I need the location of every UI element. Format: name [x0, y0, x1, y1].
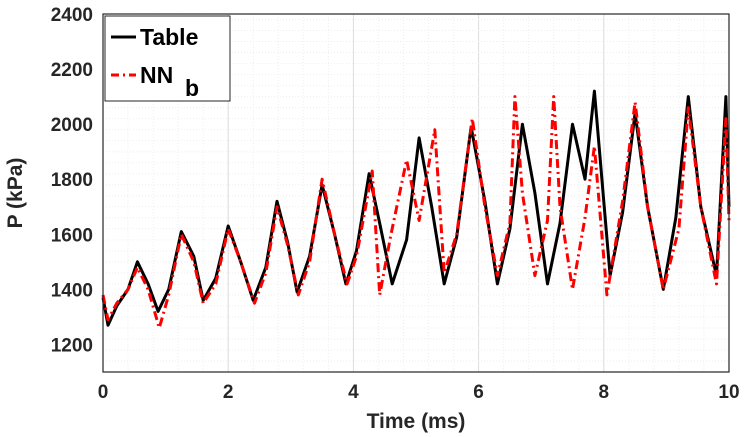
x-tick-labels: 0 2 4 6 8 10: [98, 382, 740, 403]
x-tick-label: 4: [348, 382, 359, 403]
x-tick-label: 0: [98, 382, 109, 403]
x-tick-label: 2: [223, 382, 234, 403]
y-tick-label: 1800: [51, 170, 93, 191]
y-tick-label: 1400: [51, 280, 93, 301]
y-tick-label: 1200: [51, 335, 93, 356]
x-tick-label: 10: [718, 382, 739, 403]
x-tick-label: 8: [599, 382, 610, 403]
y-axis-label: P (kPa): [4, 158, 27, 229]
series-line-nn-b: [101, 95, 731, 330]
legend-label-table: Table: [140, 24, 198, 50]
y-tick-label: 1600: [51, 225, 93, 246]
y-tick-labels: 1200 1400 1600 1800 2000 2200 2400: [51, 5, 93, 356]
legend: Table NN b: [104, 15, 231, 102]
plot-frame: [102, 13, 730, 373]
series-lines: [101, 89, 731, 330]
legend-label-nn: NN: [140, 62, 173, 88]
legend-box: [104, 15, 231, 102]
x-tick-label: 6: [473, 382, 484, 403]
y-tick-label: 2200: [51, 60, 93, 81]
legend-label-nn-subscript: b: [185, 75, 199, 101]
y-tick-label: 2000: [51, 115, 93, 136]
x-axis-label: Time (ms): [367, 410, 466, 433]
y-tick-label: 2400: [51, 5, 93, 26]
series-line-table: [101, 89, 731, 327]
